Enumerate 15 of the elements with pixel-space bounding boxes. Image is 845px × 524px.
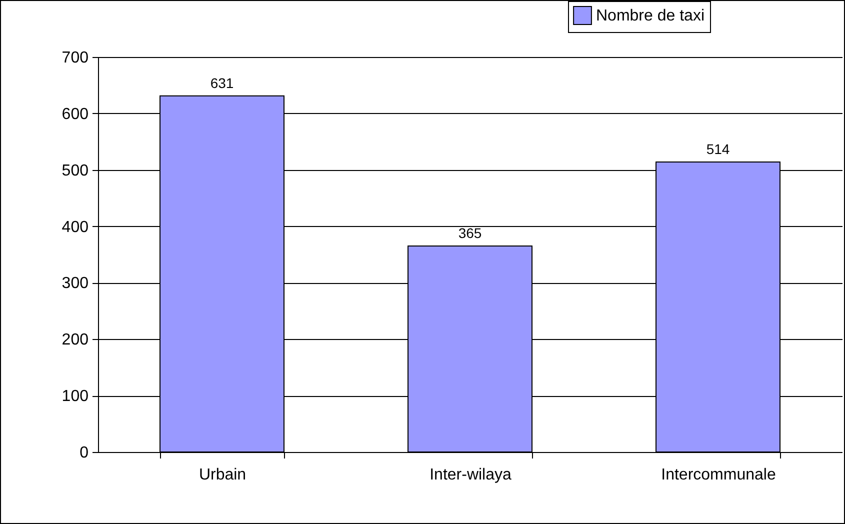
y-tick-label: 200 (62, 332, 89, 349)
y-tick-label: 300 (62, 275, 89, 292)
y-tick-label: 600 (62, 106, 89, 123)
x-tick-label: Inter-wilaya (430, 466, 512, 484)
y-tick-label: 700 (62, 50, 89, 66)
data-label: 631 (210, 74, 234, 91)
y-tick-label: 500 (62, 162, 89, 180)
y-tick-label: 400 (62, 218, 89, 236)
x-tick-label: Urbain (198, 466, 246, 484)
legend-label: Nombre de taxi (596, 8, 704, 24)
y-tick-label: 0 (80, 444, 89, 462)
x-tick-label: Intercommunale (661, 466, 776, 484)
data-label: 365 (458, 225, 482, 242)
y-tick-label: 100 (62, 388, 89, 406)
data-label: 514 (706, 140, 730, 157)
